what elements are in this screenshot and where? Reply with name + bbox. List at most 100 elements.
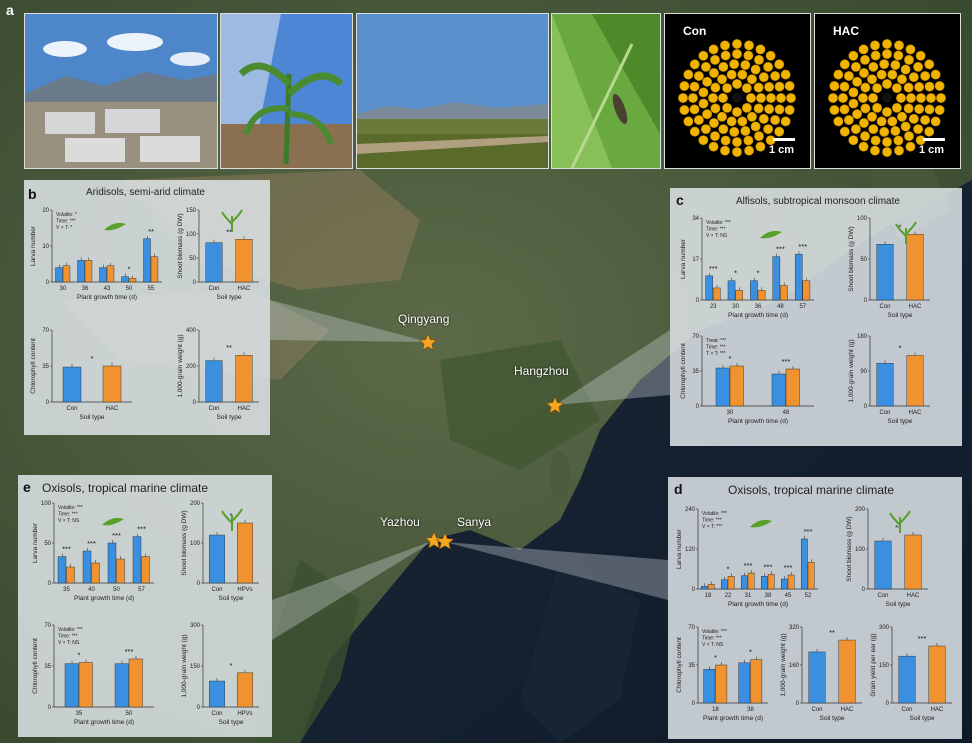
y-tick-label: 100 — [190, 541, 201, 547]
panel-e-charts: 0 50 100 Larva number Plant growth time (d) 3… — [32, 501, 259, 726]
kernel — [683, 69, 694, 80]
x-axis-label: Soil type — [80, 414, 105, 421]
kernel — [860, 54, 870, 65]
kernel — [867, 111, 877, 122]
panel-title: Aridisols, semi-arid climate — [86, 187, 205, 198]
kernel — [860, 103, 871, 114]
x-tick-label: 18 — [712, 707, 719, 713]
kernel — [882, 49, 892, 59]
bar — [150, 256, 159, 283]
bar — [237, 672, 253, 708]
kernel — [700, 124, 711, 135]
y-tick-label: 35 — [44, 664, 51, 670]
panel-title: Oxisols, tropical marine climate — [42, 481, 209, 495]
kernel — [924, 104, 935, 115]
kernel — [710, 82, 721, 93]
y-tick-label: 300 — [879, 625, 890, 631]
x-tick-label: HAC — [907, 593, 920, 599]
bar — [906, 234, 924, 301]
kernel — [753, 82, 764, 93]
y-axis-label: Chlorophyll content — [32, 638, 39, 694]
bar — [209, 534, 225, 584]
significance-label: *** — [918, 634, 927, 643]
x-axis-label: Soil type — [219, 595, 244, 602]
scale-label: 1 cm — [769, 144, 795, 156]
bar — [128, 278, 137, 283]
kernel — [893, 135, 904, 146]
kernel — [720, 40, 730, 51]
kernel — [859, 68, 869, 78]
x-tick-label: Con — [211, 711, 222, 717]
kernel — [904, 131, 914, 142]
stats-text: Treat: *** — [706, 338, 726, 344]
y-tick-label: 0 — [48, 581, 52, 587]
kernel — [741, 102, 752, 113]
panel-e-letter: e — [23, 479, 31, 495]
kernel — [709, 68, 719, 78]
bar — [102, 365, 122, 403]
kernel — [870, 40, 880, 51]
kernel — [913, 124, 924, 135]
panel-d-letter: d — [674, 481, 683, 497]
x-tick-label: 52 — [805, 593, 812, 599]
y-tick-label: 200 — [186, 364, 197, 370]
y-tick-label: 0 — [193, 280, 197, 286]
stats-text: Time: *** — [706, 227, 726, 233]
significance-label: * — [91, 354, 94, 363]
leaf-icon — [750, 519, 772, 528]
y-tick-label: 150 — [190, 664, 201, 670]
bar — [771, 373, 786, 407]
bar — [116, 558, 125, 584]
bar — [808, 651, 826, 704]
kernel — [786, 93, 796, 103]
bar — [906, 355, 924, 407]
significance-label: *** — [87, 539, 96, 548]
y-tick-label: 320 — [789, 625, 800, 631]
kernel — [708, 141, 719, 152]
hac-maize-ear-photo: HAC 1 cm — [814, 13, 961, 169]
maize-field-photo — [356, 13, 549, 169]
kernel — [859, 118, 869, 128]
kernel — [744, 40, 754, 51]
kernel — [848, 135, 859, 146]
stats-text: T × T: *** — [706, 351, 726, 357]
x-tick-label: HAC — [106, 406, 119, 412]
kernel — [732, 107, 742, 117]
x-tick-label: 40 — [88, 587, 95, 593]
bar — [237, 522, 253, 584]
star-icon — [545, 396, 565, 414]
x-tick-label: 48 — [777, 304, 784, 310]
bar — [78, 662, 93, 708]
y-tick-label: 0 — [692, 701, 696, 707]
stats-text: Time: *** — [58, 512, 78, 518]
bar — [838, 639, 856, 704]
bar — [780, 578, 788, 590]
x-axis-label: Plant growth time (d) — [74, 719, 134, 726]
kernel — [924, 126, 935, 137]
significance-label: *** — [798, 242, 807, 251]
y-tick-label: 35 — [688, 663, 695, 669]
x-tick-label: 57 — [138, 587, 145, 593]
kernel — [763, 124, 774, 135]
kernel — [746, 93, 756, 103]
bar — [64, 663, 79, 708]
bar — [876, 363, 894, 407]
stats-text: Volatile: * — [56, 212, 77, 218]
kernel — [829, 105, 840, 115]
bar — [66, 566, 75, 584]
bar — [701, 586, 708, 590]
kernel — [887, 69, 898, 80]
x-tick-label: Con — [877, 593, 888, 599]
panel-b-letter: b — [28, 186, 37, 202]
y-tick-label: 70 — [692, 334, 699, 340]
y-tick-label: 100 — [186, 232, 197, 238]
bar — [800, 538, 808, 590]
kernel — [774, 104, 785, 115]
y-axis-label: Shoot biomass (g DW) — [181, 510, 188, 575]
kernel — [740, 60, 751, 70]
bar — [874, 540, 892, 590]
con-photo-label: Con — [683, 24, 707, 38]
plant-icon — [895, 221, 917, 244]
bar — [121, 276, 129, 283]
y-tick-label: 160 — [789, 663, 800, 669]
